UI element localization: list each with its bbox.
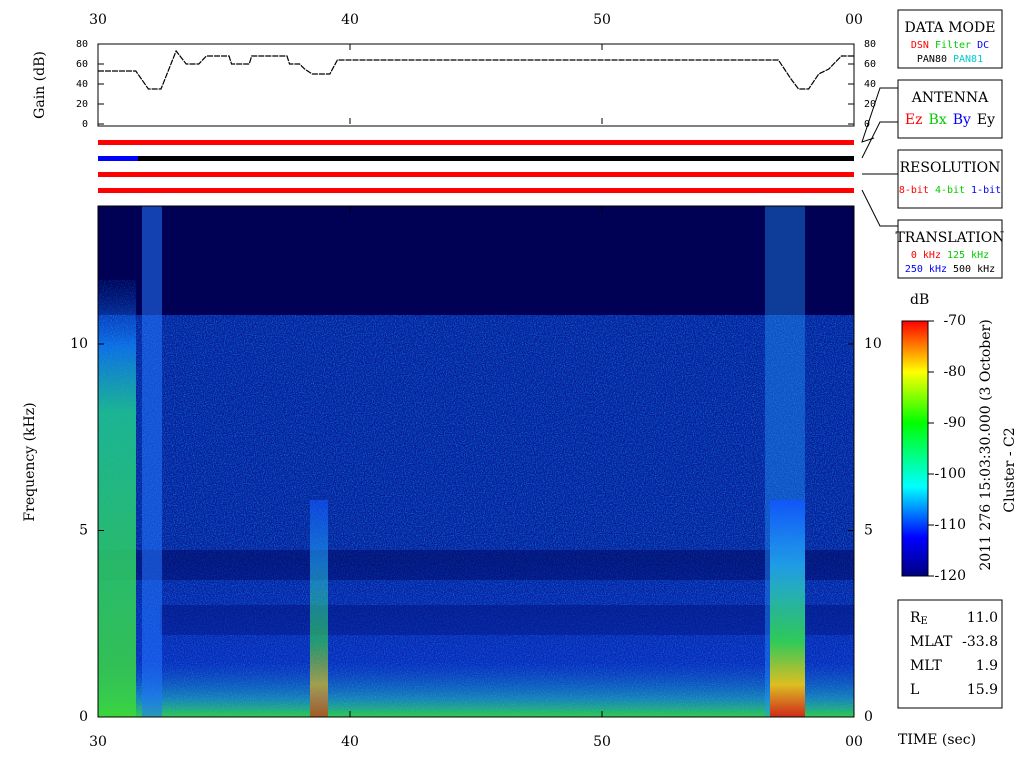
legend-item: Filter xyxy=(935,40,971,51)
colorbar-label: dB xyxy=(910,292,929,308)
legend-item: 500 kHz xyxy=(953,264,995,275)
y-tick-label: 10 xyxy=(70,336,88,352)
x-tick-label: 50 xyxy=(593,12,611,28)
info-label-text: R xyxy=(910,610,921,626)
legend-item: 125 kHz xyxy=(947,250,989,261)
info-label-sub: E xyxy=(921,616,928,627)
legend-row: 250 kHz 500 kHz xyxy=(905,264,995,275)
data-mode-bar xyxy=(98,140,854,145)
info-label: L xyxy=(910,682,919,698)
colorbar-tick-label: -80 xyxy=(943,364,966,380)
x-tick-label: 30 xyxy=(89,12,107,28)
gain-line xyxy=(98,49,854,90)
antenna-bar xyxy=(138,156,854,161)
timestamp: 2011 276 15:03:30.000 (3 October) xyxy=(978,319,994,570)
info-label: RE xyxy=(910,610,928,627)
colorbar-tick-label: -110 xyxy=(935,517,966,533)
y-tick-label: 40 xyxy=(864,79,876,90)
x-tick-label: 00 xyxy=(845,12,863,28)
y-tick-label: 60 xyxy=(76,59,88,70)
y-tick-label: 80 xyxy=(76,39,88,50)
y-tick-label: 0 xyxy=(864,119,870,130)
legend-item: DSN xyxy=(911,40,929,51)
x-tick-label: 50 xyxy=(593,734,611,750)
info-value: 15.9 xyxy=(967,682,998,698)
spacecraft: Cluster - C2 xyxy=(1002,427,1018,512)
info-label-text: MLAT xyxy=(910,634,953,650)
legend-box: DATA MODE DSN Filter DC PAN80 PAN81 xyxy=(897,9,1003,69)
colorbar-tick-label: -100 xyxy=(935,466,966,482)
colorbar-tick-label: -90 xyxy=(943,415,966,431)
y-tick-label: 0 xyxy=(864,709,873,725)
legend-title: TRANSLATION xyxy=(895,230,1004,246)
translation-bar xyxy=(98,188,854,193)
legend-title: ANTENNA xyxy=(911,90,989,106)
y-tick-label: 20 xyxy=(76,99,88,110)
gain-axis-label: Gain (dB) xyxy=(32,51,48,119)
legend-item: 0 kHz xyxy=(911,250,941,261)
y-tick-label: 20 xyxy=(864,99,876,110)
legend-row: 8-bit 4-bit 1-bit xyxy=(899,185,1001,196)
y-tick-label: 80 xyxy=(864,39,876,50)
legend-row: 0 kHz 125 kHz xyxy=(911,250,989,261)
legend-title: RESOLUTION xyxy=(900,160,1001,176)
y-tick-label: 60 xyxy=(864,59,876,70)
legend-item: Bx xyxy=(929,112,947,128)
frequency-axis-label: Frequency (kHz) xyxy=(22,402,38,521)
legend-frame xyxy=(897,149,1003,209)
info-value: 1.9 xyxy=(976,658,998,674)
legend-item: PAN80 xyxy=(917,54,947,65)
legend-item: PAN81 xyxy=(953,54,983,65)
legend-frame xyxy=(897,219,1003,279)
info-value: 11.0 xyxy=(967,610,998,626)
info-box xyxy=(897,599,1003,709)
legend-frame xyxy=(897,9,1003,69)
x-tick-label: 00 xyxy=(845,734,863,750)
colorbar-tick-label: -70 xyxy=(943,313,966,329)
gain-frame xyxy=(97,43,855,127)
y-tick-label: 0 xyxy=(82,119,88,130)
x-tick-label: 40 xyxy=(341,734,359,750)
legend-frame xyxy=(897,79,1003,139)
x-axis-label: TIME (sec) xyxy=(898,732,976,748)
legend-item: Ez xyxy=(905,112,923,128)
legend-item: Ey xyxy=(977,112,995,128)
colorbar-tick-label: -120 xyxy=(935,568,966,584)
antenna-bar xyxy=(98,156,138,161)
y-tick-label: 40 xyxy=(76,79,88,90)
info-label: MLT xyxy=(910,658,942,674)
legend-item: 250 kHz xyxy=(905,264,947,275)
legend-item: By xyxy=(953,112,971,128)
status-bars xyxy=(98,140,854,193)
x-tick-label: 30 xyxy=(89,734,107,750)
legend-row: PAN80 PAN81 xyxy=(917,54,983,65)
legend-item: 1-bit xyxy=(971,185,1001,196)
y-tick-label: 5 xyxy=(864,523,873,539)
colorbar xyxy=(901,320,929,577)
legend-item: DC xyxy=(977,40,989,51)
resolution-bar xyxy=(98,172,854,177)
legend-row: DSN Filter DC xyxy=(911,40,989,51)
legend-box: ANTENNA Ez Bx By Ey xyxy=(897,79,1003,139)
x-tick-label: 40 xyxy=(341,12,359,28)
y-tick-label: 10 xyxy=(864,336,882,352)
info-label-text: MLT xyxy=(910,658,942,674)
spectrogram-image xyxy=(98,206,854,717)
legend-item: 4-bit xyxy=(935,185,965,196)
legend-row: Ez Bx By Ey xyxy=(905,112,995,128)
legend-item: 8-bit xyxy=(899,185,929,196)
info-value: -33.8 xyxy=(962,634,998,650)
connectors xyxy=(861,87,898,227)
y-tick-label: 5 xyxy=(79,523,88,539)
info-label: MLAT xyxy=(910,634,953,650)
y-tick-label: 0 xyxy=(79,709,88,725)
legend-box: RESOLUTION 8-bit 4-bit 1-bit xyxy=(897,149,1003,209)
legend-title: DATA MODE xyxy=(905,20,996,36)
info-label-text: L xyxy=(910,682,919,698)
spectrogram-frame xyxy=(97,205,855,718)
